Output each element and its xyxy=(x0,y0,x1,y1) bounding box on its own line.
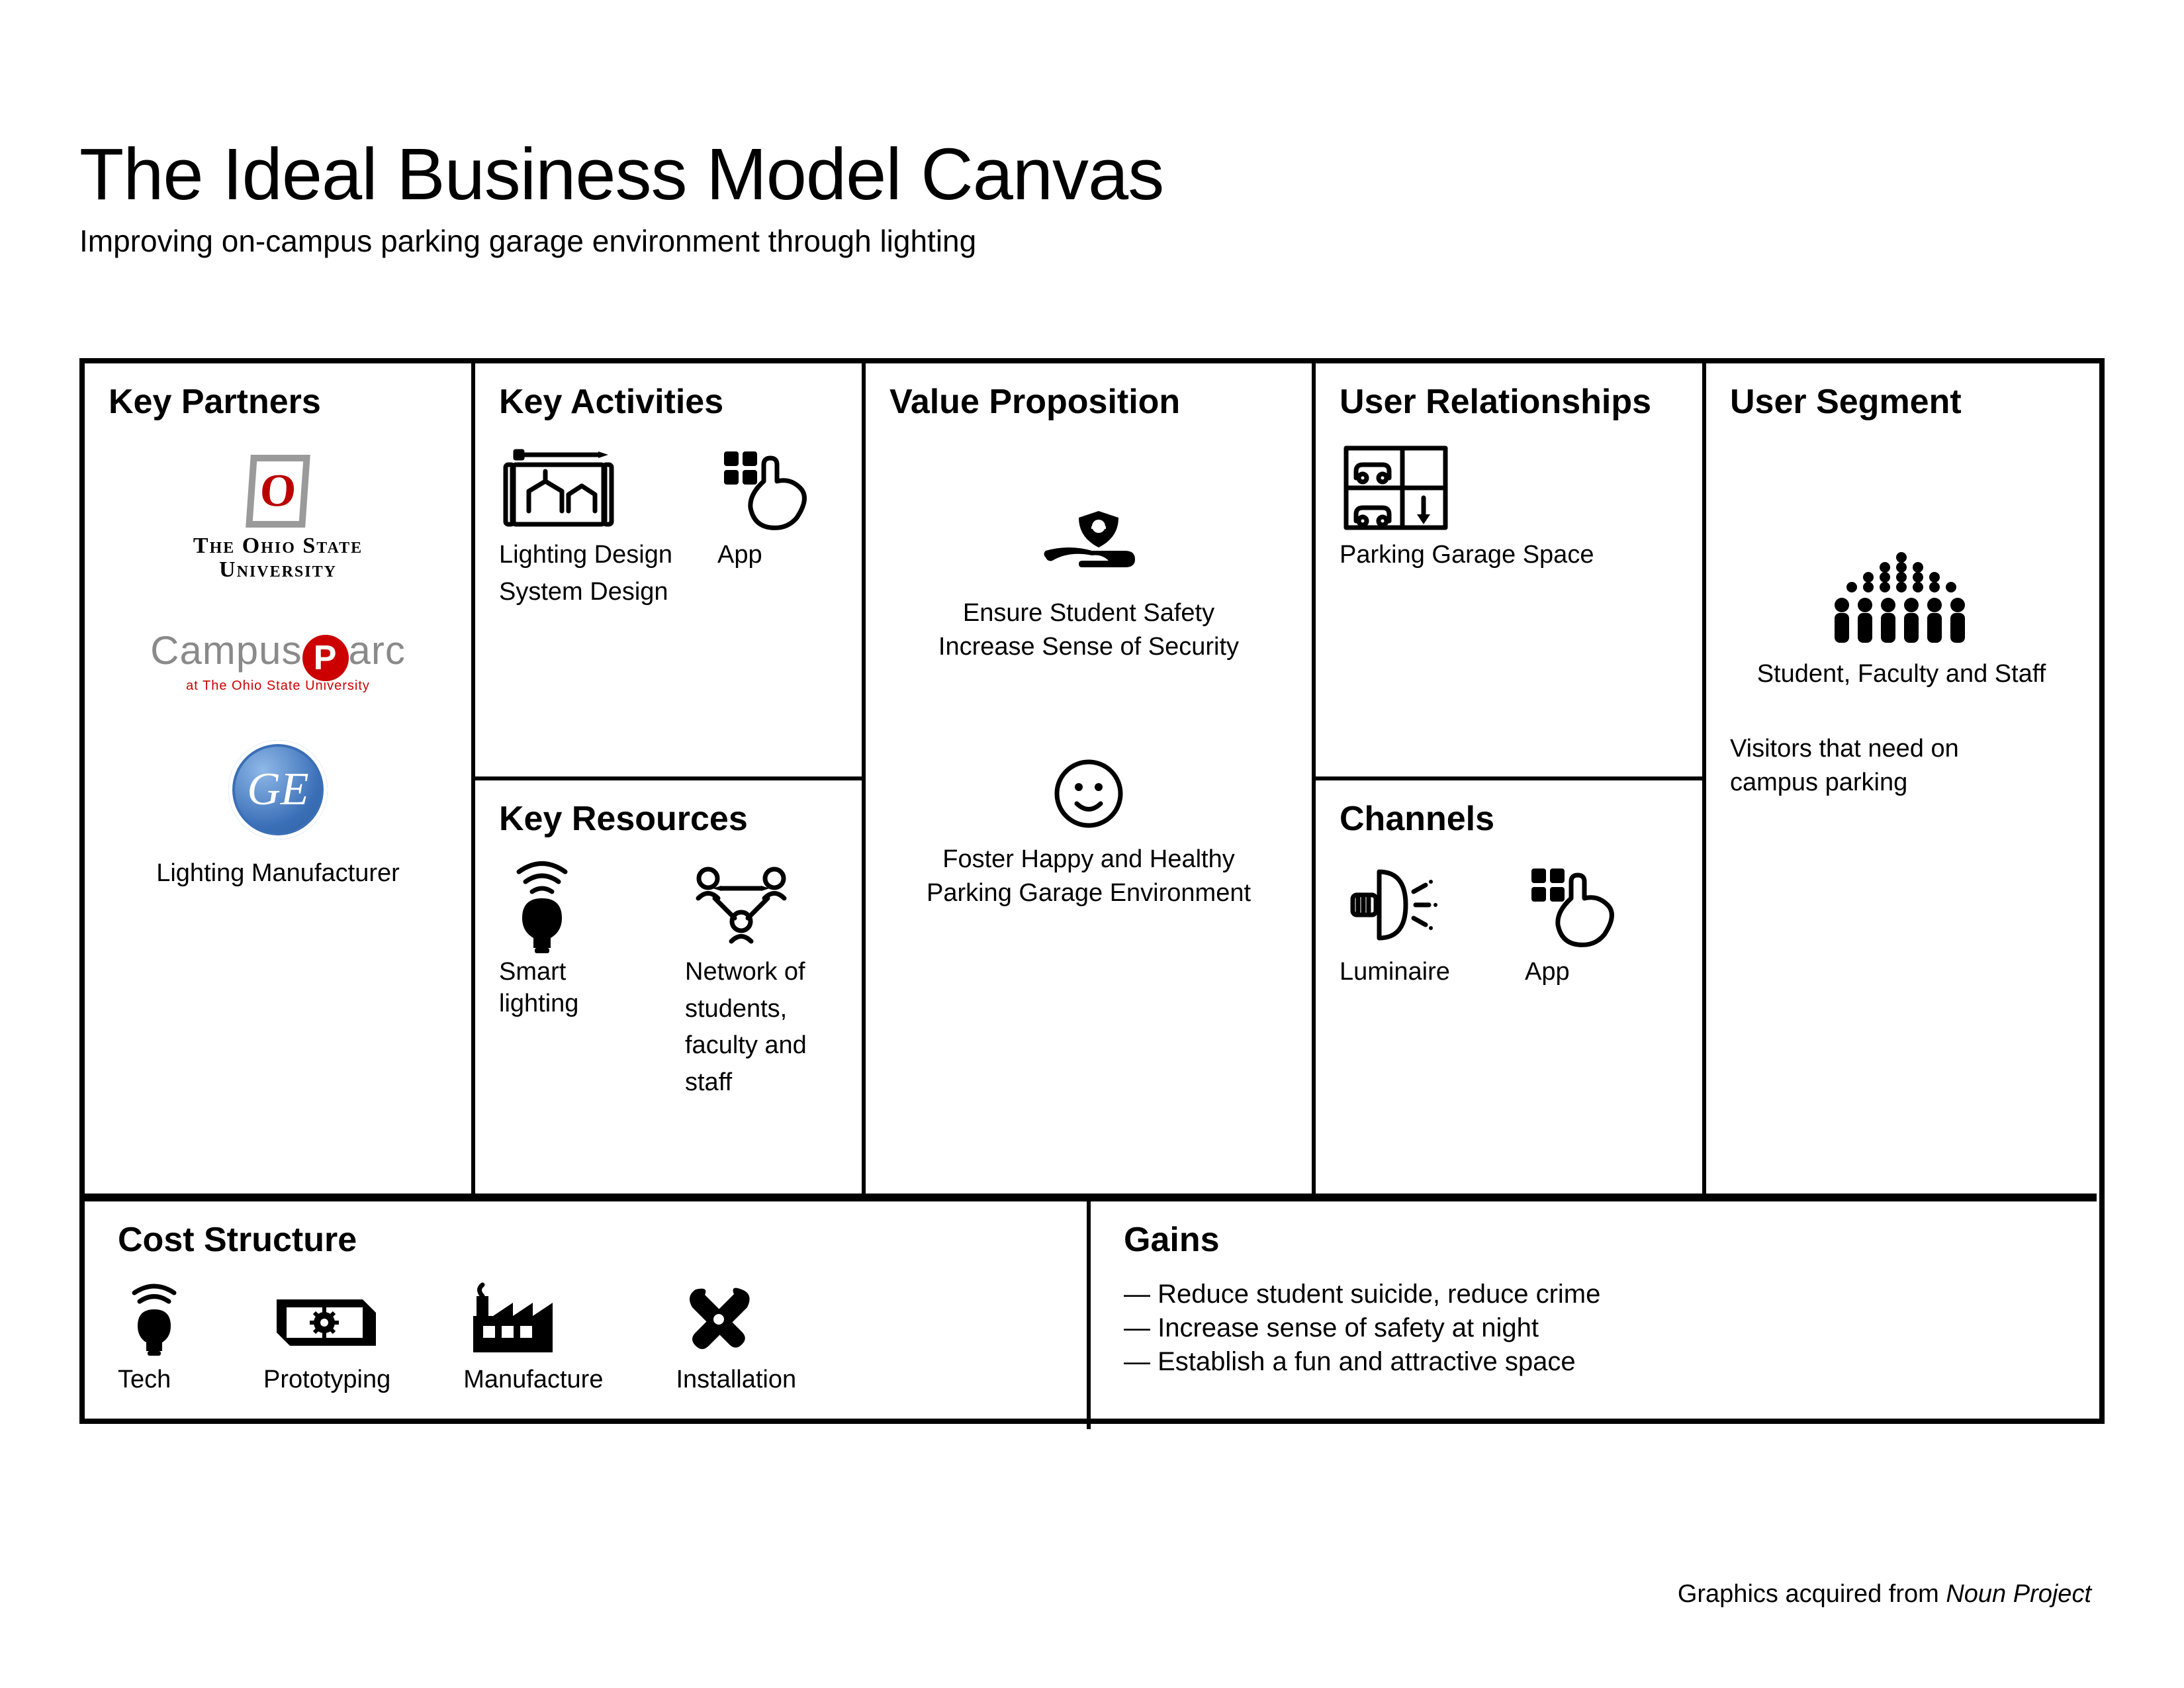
campusparc-sub: at The Ohio State University xyxy=(109,679,447,694)
credit-line: Graphics acquired from Noun Project xyxy=(1678,1580,2091,1609)
osu-text-2: University xyxy=(219,557,337,582)
app-touch-icon-2 xyxy=(1525,859,1657,951)
kr-i2-l4: staff xyxy=(685,1067,838,1099)
cost-i4: Installation xyxy=(676,1364,796,1396)
heading-value-prop: Value Proposition xyxy=(889,382,1288,422)
ge-caption: Lighting Manufacturer xyxy=(109,859,447,888)
ch-item1: Luminaire xyxy=(1340,957,1492,988)
ge-logo-block: GE Lighting Manufacturer xyxy=(109,740,447,888)
heading-gains: Gains xyxy=(1124,1220,2064,1260)
campusparc-p-icon: P xyxy=(302,635,349,681)
vp-b2-l1: Foster Happy and Healthy xyxy=(889,845,1288,874)
cell-value-proposition: Value Proposition Ensure Student Safety … xyxy=(866,363,1316,1197)
cell-key-activities: Key Activities Lighting Design xyxy=(475,363,866,780)
cell-user-relationships: User Relationships Parkin xyxy=(1316,363,1706,780)
campusparc-word2: arc xyxy=(349,628,406,673)
ch-item2: App xyxy=(1525,957,1657,988)
app-touch-icon xyxy=(717,442,837,534)
heading-key-partners: Key Partners xyxy=(109,382,447,422)
heading-key-activities: Key Activities xyxy=(499,382,838,422)
campusparc-word1: Campus xyxy=(150,628,302,673)
page-title: The Ideal Business Model Canvas xyxy=(79,132,2105,216)
us-line3: campus parking xyxy=(1730,769,2073,797)
vp-b2-l2: Parking Garage Environment xyxy=(889,879,1288,908)
heading-user-segment: User Segment xyxy=(1730,382,2073,422)
credit-source: Noun Project xyxy=(1946,1580,2091,1608)
smart-lighting-icon xyxy=(499,859,652,951)
us-line2: Visitors that need on xyxy=(1730,735,2073,763)
cost-i2: Prototyping xyxy=(263,1364,390,1396)
osu-text-1: The Ohio State xyxy=(193,534,363,558)
us-line1: Student, Faculty and Staff xyxy=(1730,660,2073,688)
blueprint-icon xyxy=(499,442,684,534)
installation-tools-icon xyxy=(676,1280,796,1359)
bmc-canvas: Key Partners O The Ohio State University… xyxy=(79,358,2105,1424)
luminaire-icon xyxy=(1340,859,1492,951)
ka-item1-l2: System Design xyxy=(499,577,684,608)
gain-2: — Increase sense of safety at night xyxy=(1124,1313,2064,1343)
heading-key-resources: Key Resources xyxy=(499,799,838,839)
gain-3: — Establish a fun and attractive space xyxy=(1124,1347,2064,1377)
prototyping-icon xyxy=(263,1280,390,1359)
vp-b1-l2: Increase Sense of Security xyxy=(889,633,1288,661)
cell-channels: Channels xyxy=(1316,780,1706,1197)
tech-bulb-icon xyxy=(118,1280,191,1359)
cell-user-segment: User Segment xyxy=(1706,363,2097,1197)
ka-item2: App xyxy=(717,539,837,571)
gain-1: — Reduce student suicide, reduce crime xyxy=(1124,1280,2064,1309)
kr-i2-l3: faculty and xyxy=(685,1030,838,1062)
heading-user-rel: User Relationships xyxy=(1340,382,1678,422)
credit-prefix: Graphics acquired from xyxy=(1678,1580,1946,1608)
cell-cost-structure: Cost Structure Tech xyxy=(85,1201,1091,1429)
cell-gains: Gains — Reduce student suicide, reduce c… xyxy=(1091,1201,2097,1429)
osu-o-icon: O xyxy=(246,455,310,528)
osu-logo: O The Ohio State University xyxy=(109,455,447,581)
kr-i2-l1: Network of xyxy=(685,957,838,988)
cell-key-partners: Key Partners O The Ohio State University… xyxy=(85,363,475,1197)
cost-i1: Tech xyxy=(118,1364,191,1396)
ka-item1-l1: Lighting Design xyxy=(499,539,684,571)
ge-logo-icon: GE xyxy=(228,740,328,839)
manufacture-icon xyxy=(463,1280,603,1359)
parking-garage-icon xyxy=(1340,442,1678,534)
hand-shield-icon xyxy=(889,501,1288,594)
heading-channels: Channels xyxy=(1340,799,1678,839)
campusparc-logo: CampusParc at The Ohio State University xyxy=(109,628,447,694)
vp-b1-l1: Ensure Student Safety xyxy=(889,599,1288,628)
kr-item1: Smart lighting xyxy=(499,957,652,1019)
crowd-icon xyxy=(1730,554,2073,647)
cell-key-resources: Key Resources Smart lighting xyxy=(475,780,866,1197)
heading-cost: Cost Structure xyxy=(118,1220,1054,1260)
cost-i3: Manufacture xyxy=(463,1364,603,1396)
network-people-icon xyxy=(685,859,838,951)
page-subtitle: Improving on-campus parking garage envir… xyxy=(79,223,2105,259)
kr-i2-l2: students, xyxy=(685,994,838,1025)
smiley-icon xyxy=(889,747,1288,840)
ur-item1: Parking Garage Space xyxy=(1340,539,1678,571)
